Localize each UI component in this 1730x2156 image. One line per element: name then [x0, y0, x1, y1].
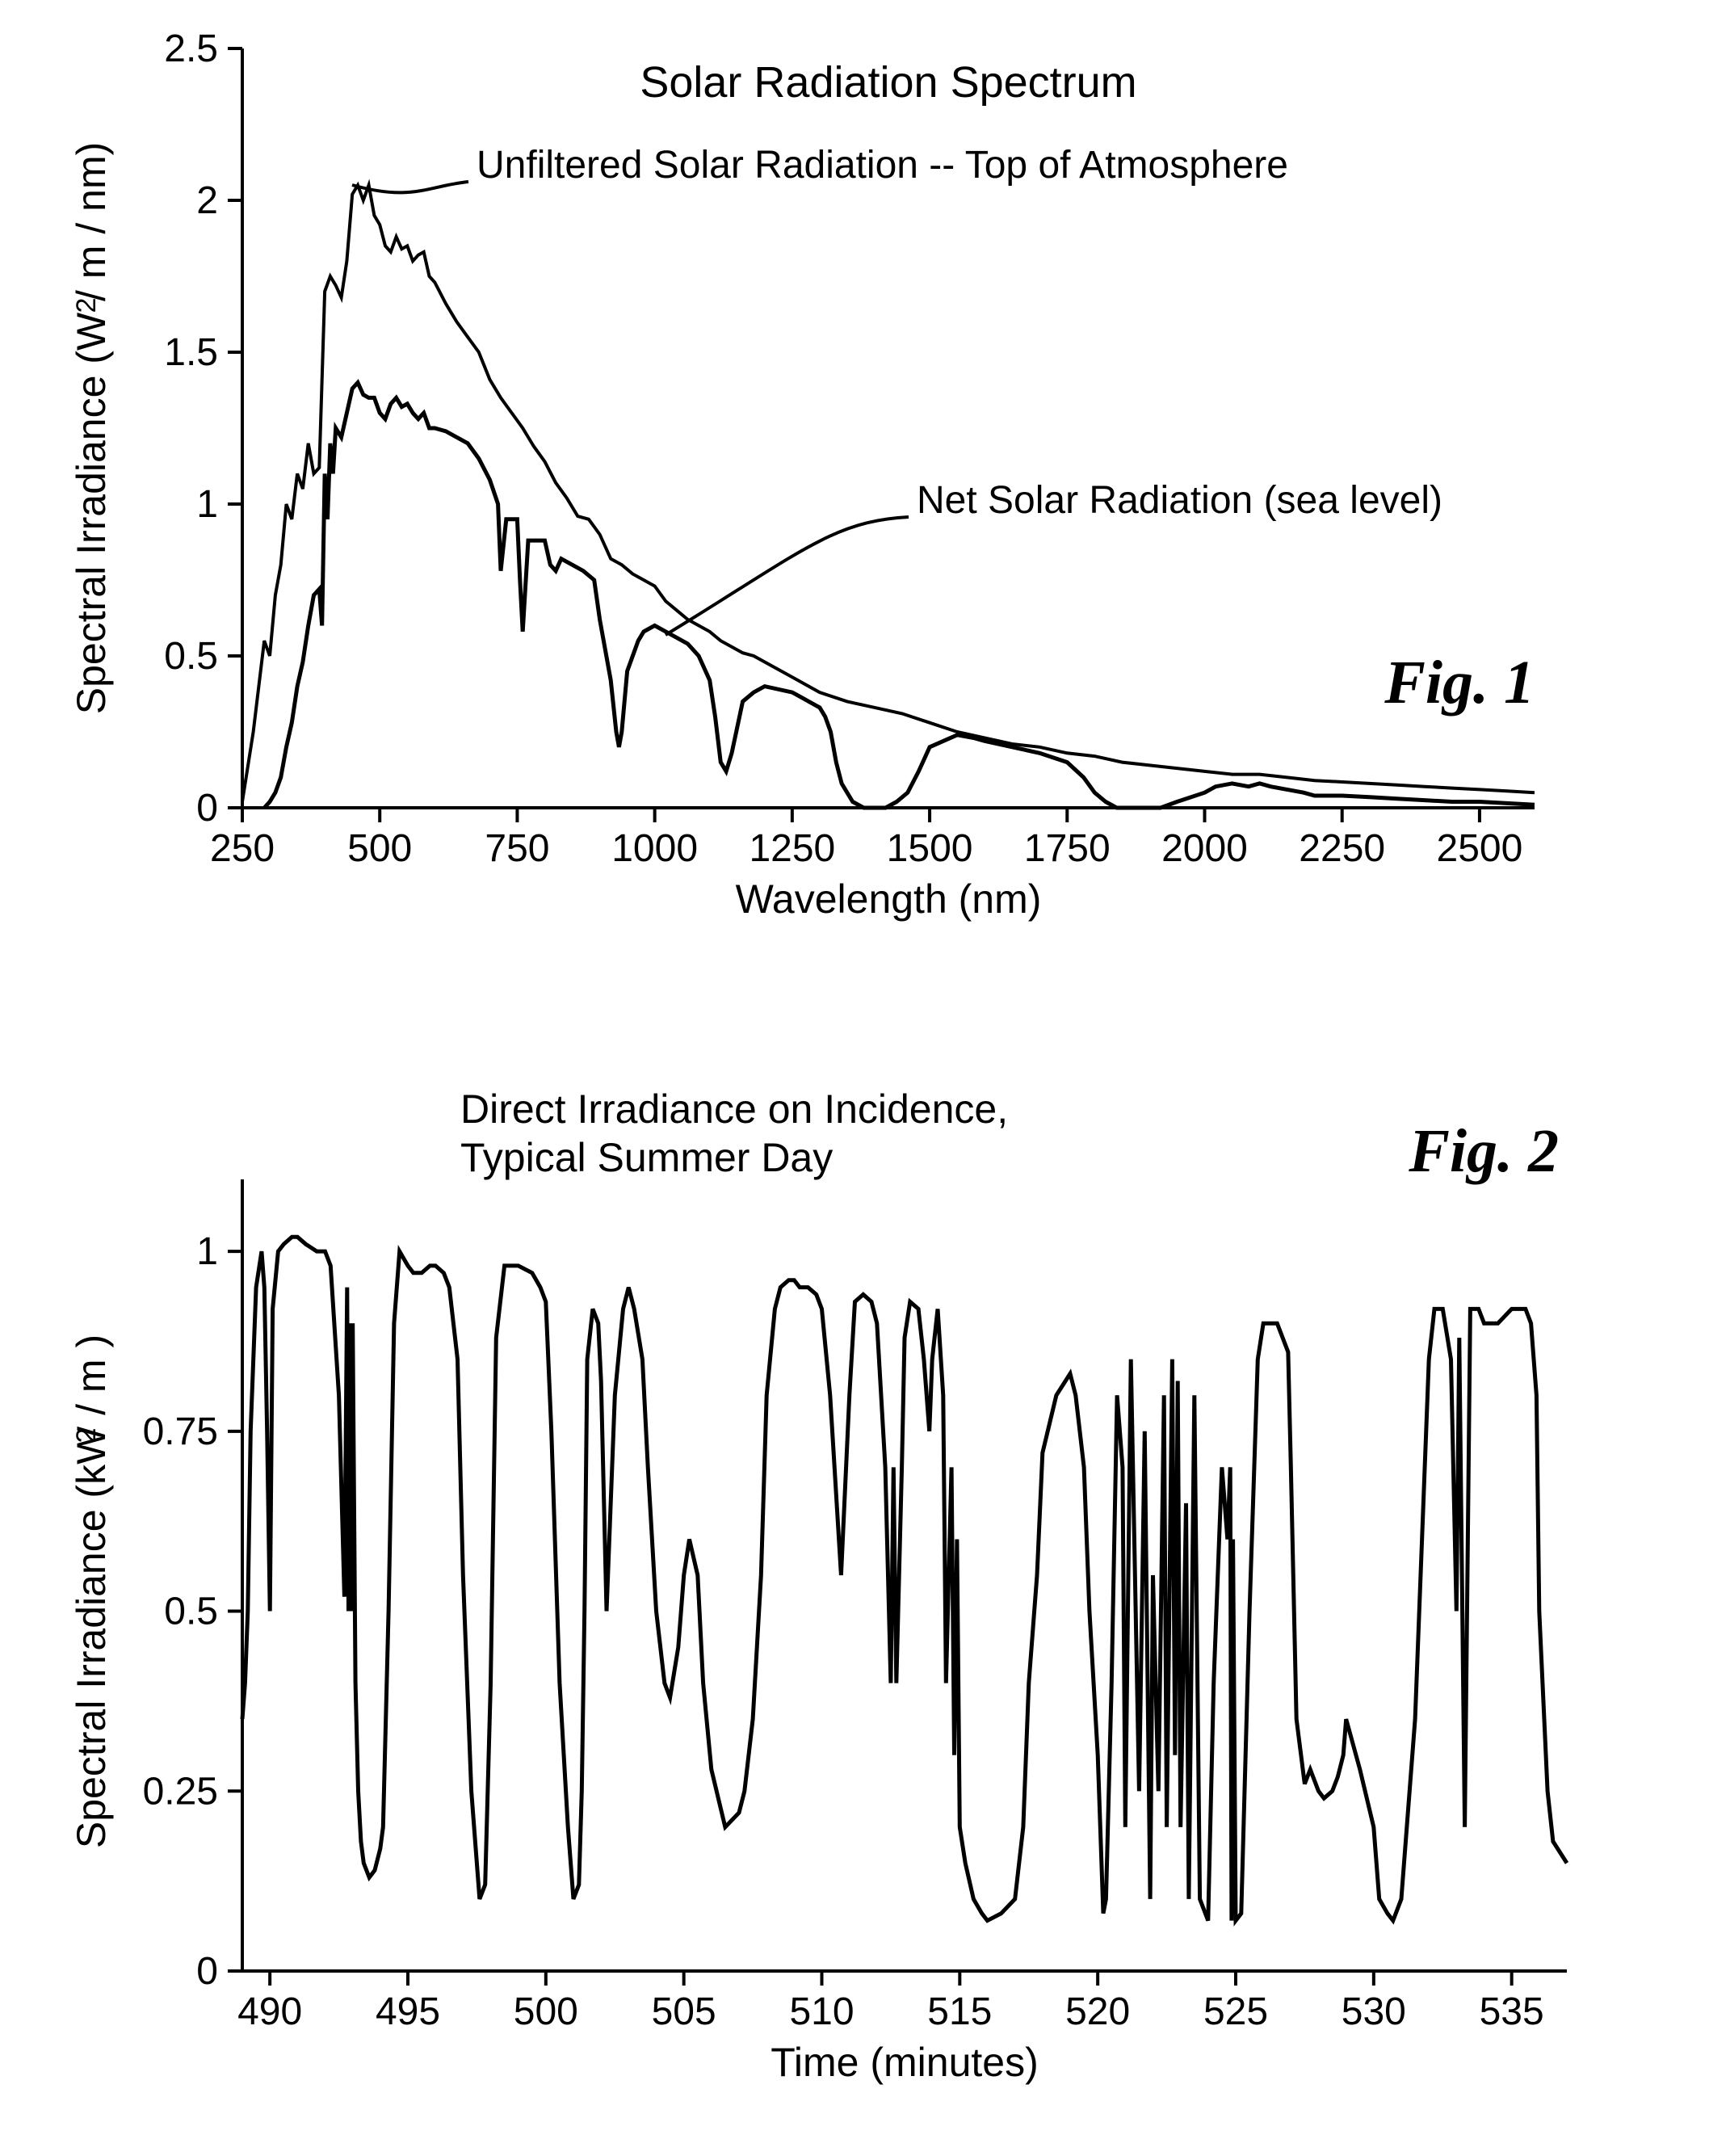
- figure-2-x-tick-label: 525: [1203, 1990, 1268, 2033]
- figure-1-y-tick-label: 2.5: [164, 27, 218, 70]
- figure-2-plot-area: [242, 1179, 1567, 1971]
- figure-2-x-tick-label: 495: [376, 1990, 440, 2033]
- callout-line-sea-level: [666, 517, 909, 635]
- figure-2-x-tick-label: 500: [514, 1990, 578, 2033]
- figure-1-y-label-super: 2: [71, 298, 102, 313]
- figure-2-x-tick-label: 515: [927, 1990, 992, 2033]
- figure-2-x-tick-label: 490: [237, 1990, 302, 2033]
- annotation-sea-level: Net Solar Radiation (sea level): [917, 479, 1442, 522]
- figure-1-label: Fig. 1: [1384, 649, 1535, 717]
- figure-2-x-tick-label: 520: [1065, 1990, 1130, 2033]
- figure-2-x-tick-label: 535: [1480, 1990, 1544, 2033]
- figure-1-x-tick-label: 750: [485, 827, 549, 870]
- figure-2-x-tick-label: 530: [1342, 1990, 1406, 2033]
- figure-1-x-tick-label: 250: [210, 827, 275, 870]
- figure-2-x-tick-label: 505: [652, 1990, 716, 2033]
- figure-canvas: 00.511.522.5 250500750100012501500175020…: [0, 0, 1730, 2152]
- series-net-sea-level: [264, 383, 1535, 808]
- figure-1-x-tick-label: 1000: [611, 827, 698, 870]
- figure-2-y-tick-label: 0.5: [164, 1591, 218, 1633]
- figure-2-x-tick-label: 510: [789, 1990, 854, 2033]
- figure-1-y-tick-label: 2: [196, 179, 218, 222]
- figure-2-title: Direct Irradiance on Incidence,Typical S…: [460, 1086, 1008, 1180]
- figure-2-title-line: Direct Irradiance on Incidence,: [460, 1086, 1008, 1132]
- figure-1-x-tick-label: 500: [347, 827, 412, 870]
- figure-1-x-tick-label: 1750: [1024, 827, 1111, 870]
- figure-1-y-ticks: 0 0.5 1 1.5 2 2.5: [164, 27, 242, 830]
- figure-1-title: Solar Radiation Spectrum: [640, 58, 1136, 107]
- annotation-top-atmosphere: Unfiltered Solar Radiation -- Top of Atm…: [477, 144, 1288, 187]
- figure-1-y-tick-label: 0.5: [164, 635, 218, 678]
- figure-2-y-ticks: 0 0.25 0.5 0.75 1: [143, 1230, 242, 1993]
- figure-1-x-tick-label: 2250: [1299, 827, 1385, 870]
- figure-1-y-label-text: Spectral Irradiance (W / m / nm): [69, 142, 114, 715]
- figure-2-y-label-text: Spectral Irradiance (kW / m ): [69, 1334, 114, 1848]
- figure-2-y-tick-label: 0: [196, 1950, 218, 1993]
- figure-1-x-tick-label: 2500: [1437, 827, 1523, 870]
- figure-2: 0 0.25 0.5 0.75 1 490 495 500 505 510 515 520 525 53…: [69, 1086, 1567, 2085]
- figure-1-x-tick-label: 2000: [1161, 827, 1248, 870]
- figure-2-y-label: Spectral Irradiance (kW / m ): [69, 1334, 114, 1848]
- figure-2-series: [242, 1237, 1567, 1920]
- figure-2-x-ticks: 490 495 500 505 510 515 520 525 530 535: [237, 1971, 1544, 2033]
- figure-1-x-tick-label: 1250: [749, 827, 835, 870]
- figure-2-title-line: Typical Summer Day: [460, 1135, 833, 1180]
- figure-1: 00.511.522.5 250500750100012501500175020…: [69, 27, 1535, 922]
- figure-2-y-tick-label: 1: [196, 1230, 218, 1273]
- figure-1-y-tick-label: 1: [196, 483, 218, 526]
- figure-2-y-tick-label: 0.25: [143, 1770, 218, 1813]
- figure-1-y-tick-label: 0: [196, 787, 218, 830]
- figure-2-y-tick-label: 0.75: [143, 1410, 218, 1453]
- figure-1-x-ticks: 250 500 750 1000 1250 1500 1750 2000 2250 2500: [210, 808, 1522, 870]
- figure-1-y-tick-label: 1.5: [164, 331, 218, 374]
- figure-1-y-label: Spectral Irradiance (W / m / nm): [69, 142, 114, 715]
- figure-1-x-label: Wavelength (nm): [736, 876, 1042, 922]
- figure-1-x-tick-label: 1500: [887, 827, 973, 870]
- figure-2-x-label: Time (minutes): [771, 2040, 1039, 2085]
- figure-2-y-label-super: 2: [71, 1428, 102, 1444]
- series-direct-irradiance: [242, 1237, 1567, 1920]
- figure-2-label: Fig. 2: [1408, 1117, 1559, 1185]
